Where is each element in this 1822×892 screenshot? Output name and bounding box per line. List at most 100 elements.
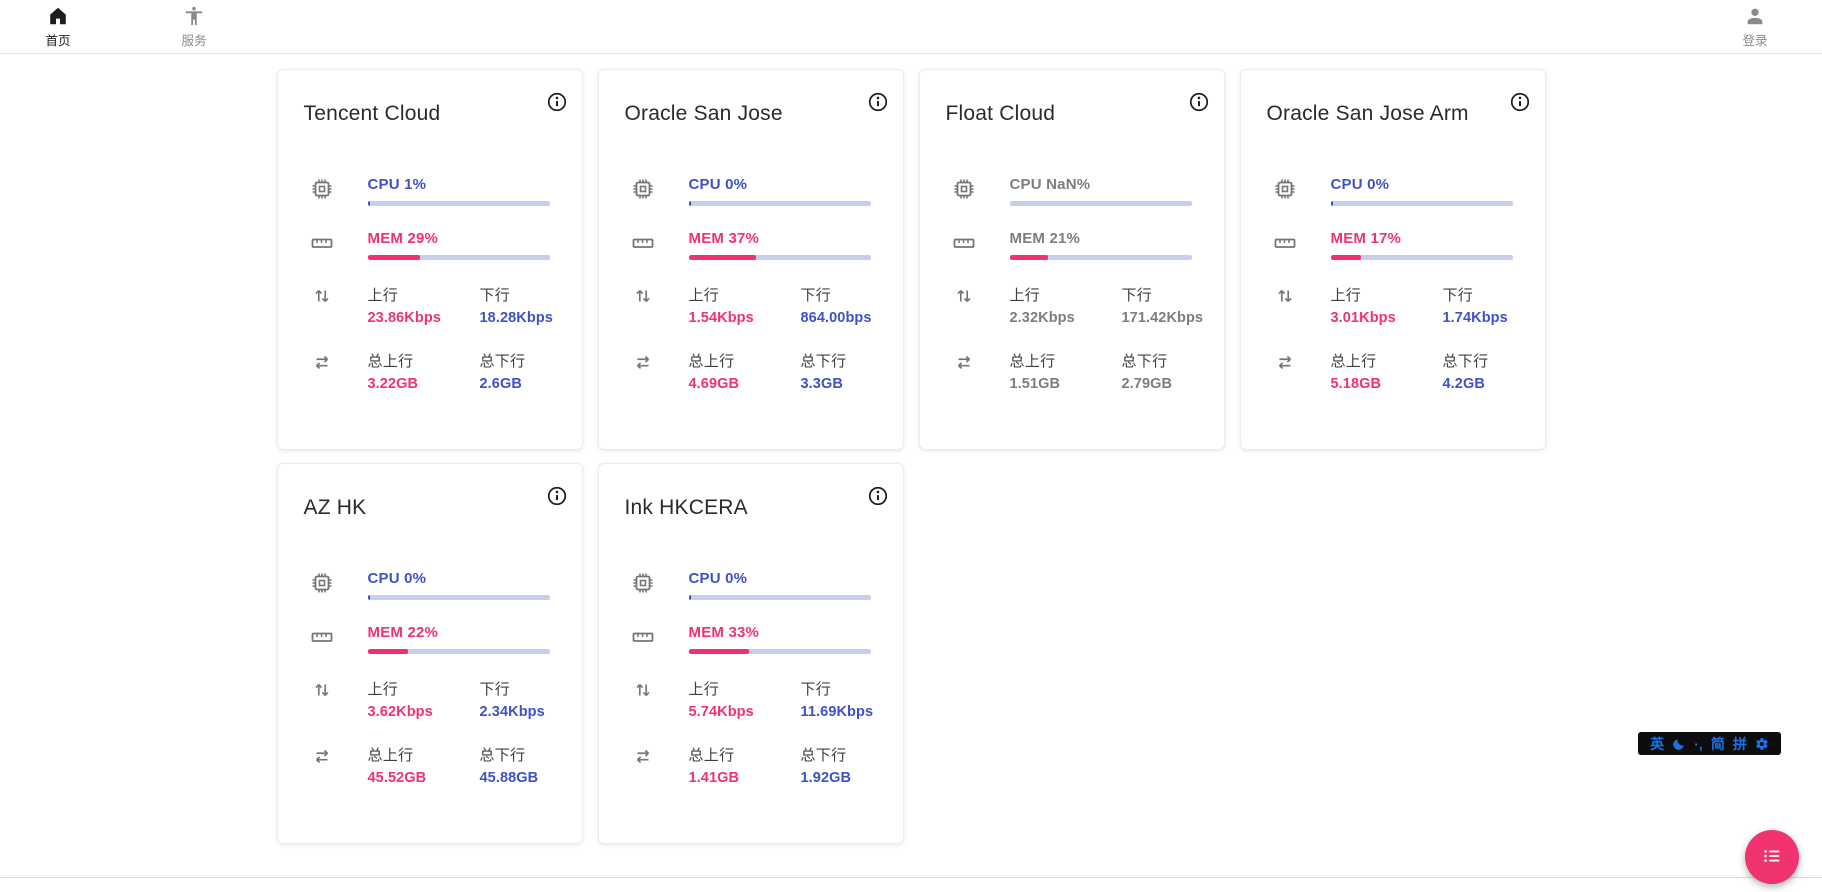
cpu-row: CPU 0%	[615, 570, 871, 600]
cpu-progress-bar	[367, 595, 550, 600]
server-card: AZ HK CPU 0%	[276, 463, 583, 844]
upload-value: 1.54Kbps	[688, 310, 754, 326]
memory-ruler-icon	[294, 624, 350, 649]
total-download-label: 总下行	[800, 353, 847, 370]
gear-icon[interactable]	[1755, 737, 1769, 751]
ime-simplified-toggle[interactable]: 简	[1710, 735, 1725, 752]
speed-row: 上行 3.01Kbps 下行 1.74Kbps	[1257, 284, 1513, 326]
total-upload-label: 总上行	[1330, 353, 1377, 370]
server-card-title: Oracle San Jose Arm	[1266, 102, 1469, 125]
nav-item-home[interactable]: 首页	[34, 5, 82, 49]
server-list-fab[interactable]	[1745, 830, 1799, 884]
list-icon	[1761, 845, 1783, 870]
info-icon[interactable]	[867, 485, 889, 507]
total-upload-label: 总上行	[367, 747, 414, 764]
upload-speed: 上行 3.62Kbps	[368, 678, 480, 720]
total-row: 总上行 1.51GB 总下行 2.79GB	[936, 350, 1192, 392]
mem-row: MEM 22%	[294, 624, 550, 654]
download-label: 下行	[800, 287, 832, 304]
download-label: 下行	[1442, 287, 1474, 304]
download-speed: 下行 171.42Kbps	[1122, 284, 1234, 326]
total-download: 总下行 2.6GB	[480, 350, 592, 392]
server-card-title: Tencent Cloud	[303, 102, 441, 125]
person-icon	[1744, 5, 1766, 27]
total-upload: 总上行 5.18GB	[1331, 350, 1443, 392]
cpu-chip-icon	[1257, 176, 1313, 201]
cpu-chip-icon	[294, 176, 350, 201]
speed-columns: 上行 23.86Kbps 下行 18.28Kbps	[368, 284, 592, 326]
info-icon[interactable]	[1188, 91, 1210, 113]
total-download-value: 3.3GB	[800, 376, 843, 392]
server-card-body: CPU 0% MEM 33%	[615, 570, 873, 810]
upload-value: 5.74Kbps	[688, 704, 754, 720]
mem-progress-fill	[367, 255, 421, 260]
ime-english-toggle[interactable]: 英	[1650, 735, 1665, 752]
speed-row: 上行 3.62Kbps 下行 2.34Kbps	[294, 678, 550, 720]
total-download-label: 总下行	[1442, 353, 1489, 370]
total-download-value: 45.88GB	[479, 770, 539, 786]
total-download-value: 4.2GB	[1442, 376, 1485, 392]
updown-arrows-icon	[615, 678, 671, 701]
total-upload-value: 4.69GB	[688, 376, 740, 392]
download-value: 1.74Kbps	[1442, 310, 1508, 326]
info-icon[interactable]	[546, 91, 568, 113]
info-icon[interactable]	[546, 485, 568, 507]
total-download: 总下行 1.92GB	[801, 744, 913, 786]
total-upload-value: 5.18GB	[1330, 376, 1382, 392]
info-icon[interactable]	[867, 91, 889, 113]
cpu-chip-icon	[294, 570, 350, 595]
speed-columns: 上行 3.62Kbps 下行 2.34Kbps	[368, 678, 592, 720]
moon-icon[interactable]	[1672, 737, 1686, 751]
total-upload-value: 1.41GB	[688, 770, 740, 786]
updown-arrows-icon	[294, 678, 350, 701]
total-upload: 总上行 3.22GB	[368, 350, 480, 392]
nav-item-services[interactable]: 服务	[170, 5, 218, 49]
cpu-progress-bar	[1009, 201, 1192, 206]
ime-pinyin-toggle[interactable]: 拼	[1732, 735, 1747, 752]
info-icon[interactable]	[1509, 91, 1531, 113]
updown-arrows-icon	[936, 284, 992, 307]
total-upload-label: 总上行	[688, 747, 735, 764]
download-label: 下行	[1121, 287, 1153, 304]
total-row: 总上行 1.41GB 总下行 1.92GB	[615, 744, 871, 786]
ime-punctuation-toggle[interactable]: ·,	[1694, 735, 1703, 752]
cpu-usage-label: CPU 1%	[367, 176, 427, 193]
cpu-row: CPU 1%	[294, 176, 550, 206]
mem-usage-label: MEM 37%	[688, 230, 760, 247]
cpu-chip-icon	[615, 176, 671, 201]
cpu-metric: CPU NaN%	[1009, 176, 1192, 206]
total-upload: 总上行 1.51GB	[1010, 350, 1122, 392]
updown-arrows-icon	[294, 284, 350, 307]
mem-row: MEM 17%	[1257, 230, 1513, 260]
swap-arrows-icon	[294, 350, 350, 373]
upload-speed: 上行 1.54Kbps	[689, 284, 801, 326]
total-upload-value: 3.22GB	[367, 376, 419, 392]
total-row: 总上行 45.52GB 总下行 45.88GB	[294, 744, 550, 786]
cpu-usage-label: CPU 0%	[1330, 176, 1390, 193]
nav-item-label: 登录	[1742, 33, 1768, 48]
mem-progress-fill	[367, 649, 408, 654]
total-upload-value: 45.52GB	[367, 770, 427, 786]
download-label: 下行	[479, 287, 511, 304]
swap-arrows-icon	[936, 350, 992, 373]
mem-progress-bar	[1009, 255, 1192, 260]
total-upload-label: 总上行	[688, 353, 735, 370]
total-row: 总上行 5.18GB 总下行 4.2GB	[1257, 350, 1513, 392]
cpu-row: CPU 0%	[1257, 176, 1513, 206]
server-card: Ink HKCERA CPU 0%	[597, 463, 904, 844]
mem-progress-bar	[1330, 255, 1513, 260]
mem-row: MEM 37%	[615, 230, 871, 260]
total-download-label: 总下行	[1121, 353, 1168, 370]
upload-label: 上行	[1009, 287, 1041, 304]
total-columns: 总上行 1.51GB 总下行 2.79GB	[1010, 350, 1234, 392]
nav-item-login[interactable]: 登录	[1731, 5, 1779, 49]
memory-ruler-icon	[1257, 230, 1313, 255]
download-speed: 下行 18.28Kbps	[480, 284, 592, 326]
total-upload: 总上行 45.52GB	[368, 744, 480, 786]
cpu-progress-fill	[688, 595, 692, 600]
cpu-metric: CPU 0%	[688, 176, 871, 206]
total-download-value: 2.6GB	[479, 376, 522, 392]
download-value: 11.69Kbps	[800, 704, 874, 720]
upload-speed: 上行 5.74Kbps	[689, 678, 801, 720]
total-row: 总上行 4.69GB 总下行 3.3GB	[615, 350, 871, 392]
